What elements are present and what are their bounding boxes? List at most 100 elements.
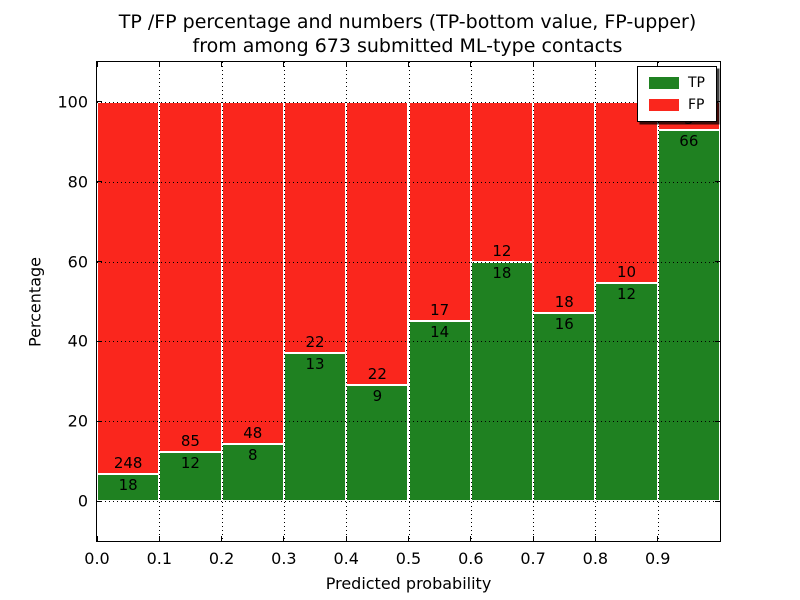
x-tick-label-0.3: 0.3 bbox=[271, 549, 297, 568]
gridline-vertical-0.5 bbox=[408, 62, 410, 541]
fp-count-label-6: 12 bbox=[492, 241, 512, 260]
y-tick-label-100: 100 bbox=[57, 92, 88, 112]
gridline-horizontal-40 bbox=[97, 341, 720, 343]
tp-count-label-6: 18 bbox=[492, 263, 512, 282]
x-tick-mark-top bbox=[158, 62, 160, 67]
tp-count-label-5: 14 bbox=[430, 322, 450, 341]
gridline-horizontal-60 bbox=[97, 261, 720, 263]
bar-segment-fp-4 bbox=[346, 101, 409, 386]
bar-segment-tp-4 bbox=[346, 385, 409, 502]
bar-segment-tp-6 bbox=[470, 261, 534, 502]
tp-count-label-8: 12 bbox=[617, 285, 637, 304]
x-tick-mark-bottom bbox=[221, 536, 223, 541]
bar-segment-fp-2 bbox=[221, 101, 284, 445]
x-tick-label-0.2: 0.2 bbox=[208, 549, 235, 568]
x-tick-mark-bottom bbox=[408, 536, 409, 541]
gridline-vertical-0.2 bbox=[221, 62, 223, 541]
y-tick-mark-right bbox=[715, 261, 720, 263]
y-tick-mark-right bbox=[715, 500, 720, 502]
x-tick-mark-bottom bbox=[283, 536, 285, 541]
legend: TP FP bbox=[637, 66, 717, 122]
bars-layer bbox=[97, 62, 720, 541]
grid-layer bbox=[97, 62, 720, 541]
chart-title-line2: from among 673 submitted ML-type contact… bbox=[192, 35, 623, 57]
plot-area: 0.0 0.1 0.2 0.3 0.4 0.5 0.6 0.7 0.8 0.9 0 20 40 60 80 1… bbox=[26, 61, 721, 593]
x-tick-mark-top bbox=[408, 62, 409, 67]
gridline-vertical-0.4 bbox=[346, 62, 348, 541]
x-tick-mark-top bbox=[594, 62, 596, 67]
x-tick-mark-top bbox=[470, 62, 472, 67]
annotations-layer: 24818851248822132291714121818161012566 bbox=[97, 62, 720, 541]
y-axis-label: Percentage bbox=[25, 256, 45, 347]
bar-segment-tp-3 bbox=[283, 352, 347, 502]
x-tick-mark-top bbox=[96, 62, 98, 67]
bar-segment-tp-2 bbox=[221, 444, 284, 502]
x-tick-mark-top bbox=[719, 62, 721, 67]
y-tick-mark-left bbox=[97, 500, 102, 502]
y-tick-label-0: 0 bbox=[77, 491, 88, 511]
gridline-horizontal-0 bbox=[97, 501, 720, 503]
x-tick-mark-top bbox=[221, 62, 223, 67]
x-tick-mark-bottom bbox=[158, 536, 160, 541]
x-tick-mark-bottom bbox=[345, 536, 347, 541]
legend-label-tp: TP bbox=[688, 75, 705, 91]
bar-segment-fp-6 bbox=[470, 101, 534, 262]
bar-segment-tp-5 bbox=[408, 320, 471, 502]
x-tick-label-0.5: 0.5 bbox=[395, 549, 422, 568]
bar-segment-fp-1 bbox=[159, 101, 222, 452]
legend-entry-fp: FP bbox=[649, 98, 705, 112]
x-tick-mark-top bbox=[345, 62, 347, 67]
gridline-vertical-0.3 bbox=[283, 62, 285, 541]
x-tick-mark-top bbox=[532, 62, 534, 67]
gridline-horizontal-100 bbox=[97, 101, 720, 103]
bar-segment-tp-1 bbox=[159, 451, 222, 502]
x-tick-label-0.7: 0.7 bbox=[520, 549, 546, 568]
y-tick-mark-left bbox=[97, 261, 102, 263]
tp-count-label-1: 12 bbox=[180, 453, 200, 472]
x-tick-mark-bottom bbox=[657, 536, 659, 541]
fp-legend-swatch bbox=[649, 99, 679, 111]
y-tick-mark-right bbox=[715, 181, 720, 183]
bar-segment-tp-7 bbox=[533, 313, 596, 502]
legend-entry-tp: TP bbox=[649, 76, 705, 90]
y-tick-mark-right bbox=[715, 340, 720, 342]
y-tick-mark-left bbox=[97, 420, 102, 422]
tp-count-label-4: 9 bbox=[372, 387, 383, 406]
gridline-horizontal-20 bbox=[97, 421, 720, 423]
gridline-vertical-0.9 bbox=[657, 62, 659, 541]
gridline-vertical-0.7 bbox=[533, 62, 535, 541]
bar-segment-fp-3 bbox=[283, 101, 347, 353]
fp-count-label-3: 22 bbox=[305, 332, 325, 351]
x-tick-mark-bottom bbox=[719, 536, 721, 541]
tp-legend-swatch bbox=[649, 77, 679, 89]
y-tick-mark-left bbox=[97, 340, 102, 342]
gridline-vertical-0.1 bbox=[159, 62, 161, 541]
x-tick-mark-bottom bbox=[96, 536, 98, 541]
bar-segment-fp-0 bbox=[97, 101, 160, 475]
fp-count-label-0: 248 bbox=[113, 454, 143, 473]
tp-count-label-0: 18 bbox=[118, 476, 138, 495]
y-tick-label-40: 40 bbox=[67, 331, 88, 351]
gridline-horizontal-80 bbox=[97, 181, 720, 183]
bar-segment-tp-9 bbox=[657, 130, 720, 502]
y-tick-mark-left bbox=[97, 101, 102, 103]
fp-count-label-5: 17 bbox=[430, 300, 450, 319]
fp-count-label-8: 10 bbox=[617, 263, 637, 282]
bar-segment-tp-8 bbox=[595, 283, 658, 502]
y-tick-label-20: 20 bbox=[67, 411, 88, 431]
x-tick-label-0.9: 0.9 bbox=[644, 549, 671, 568]
bar-segment-fp-7 bbox=[533, 101, 596, 314]
x-tick-mark-bottom bbox=[532, 536, 534, 541]
chart-title: TP /FP percentage and numbers (TP-bottom… bbox=[96, 10, 719, 58]
tp-count-label-2: 8 bbox=[247, 446, 258, 465]
y-tick-label-60: 60 bbox=[67, 252, 88, 272]
fp-count-label-4: 22 bbox=[367, 365, 387, 384]
x-tick-mark-top bbox=[283, 62, 285, 67]
tp-count-label-3: 13 bbox=[305, 354, 325, 373]
y-tick-label-80: 80 bbox=[67, 172, 88, 192]
y-tick-mark-right bbox=[715, 420, 720, 422]
legend-label-fp: FP bbox=[688, 97, 705, 113]
gridline-vertical-0.6 bbox=[470, 62, 472, 541]
x-tick-label-0.0: 0.0 bbox=[84, 549, 110, 568]
